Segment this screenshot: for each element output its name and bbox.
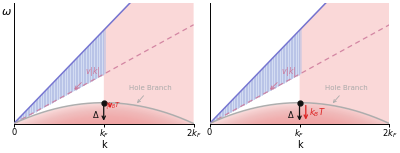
Text: $v|k|$: $v|k|$	[271, 65, 296, 89]
Text: $|k_BT$: $|k_BT$	[105, 100, 120, 111]
Text: Hole Branch: Hole Branch	[325, 85, 368, 103]
X-axis label: k: k	[101, 140, 106, 150]
Text: $\Delta$: $\Delta$	[287, 109, 295, 120]
Text: $\Delta$: $\Delta$	[92, 109, 99, 120]
Text: Hole Branch: Hole Branch	[129, 85, 172, 103]
Text: $v|k|$: $v|k|$	[75, 65, 100, 89]
Y-axis label: $\omega$: $\omega$	[1, 7, 12, 17]
Text: $k_BT$: $k_BT$	[309, 106, 326, 119]
X-axis label: k: k	[297, 140, 302, 150]
